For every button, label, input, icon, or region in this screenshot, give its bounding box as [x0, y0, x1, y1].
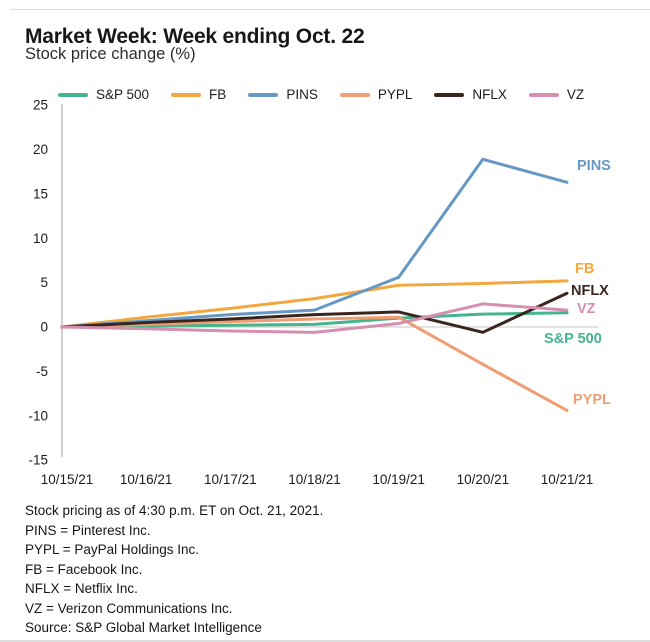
footnote-source: Source: S&P Global Market Intelligence — [25, 620, 262, 635]
x-tick-label: 10/20/21 — [457, 472, 510, 487]
legend-label-nflx: NFLX — [472, 87, 507, 102]
legend-swatch-s-p-500 — [58, 92, 88, 97]
series-end-label-pins: PINS — [577, 158, 611, 174]
legend-label-s-p-500: S&P 500 — [96, 87, 150, 102]
series-end-label-vz: VZ — [577, 301, 596, 317]
y-tick-label: 20 — [33, 142, 48, 157]
series-end-label-s-p-500: S&P 500 — [544, 331, 602, 347]
y-tick-label: 0 — [40, 320, 48, 335]
chart-footnotes: Stock pricing as of 4:30 p.m. ET on Oct.… — [25, 501, 323, 638]
footnote-fb-definition: FB = Facebook Inc. — [25, 561, 143, 577]
series-line-pins — [60, 157, 569, 329]
chart-title: Market Week: Week ending Oct. 22 — [25, 25, 365, 49]
legend-item-nflx: NFLX — [434, 87, 507, 102]
chart-legend: S&P 500 FB PINS PYPL NFLX VZ — [58, 87, 584, 102]
footnote-pricing-asof: Stock pricing as of 4:30 p.m. ET on Oct.… — [25, 503, 324, 518]
legend-item-s-p-500: S&P 500 — [58, 87, 149, 102]
legend-swatch-fb — [171, 92, 202, 97]
footnote-pins-definition: PINS = Pinterest Inc. — [25, 522, 151, 538]
legend-item-pypl: PYPL — [339, 87, 413, 102]
series-line-s-p-500 — [60, 311, 569, 329]
x-tick-label: 10/19/21 — [372, 472, 425, 487]
x-tick-label: 10/21/21 — [541, 472, 594, 487]
x-tick-label: 10/18/21 — [288, 472, 341, 487]
footnote-pypl-definition: PYPL = PayPal Holdings Inc. — [25, 542, 199, 557]
footnote-nflx-definition: NFLX = Netflix Inc. — [25, 581, 138, 596]
y-tick-label: 15 — [33, 186, 48, 201]
x-tick-label: 10/16/21 — [120, 472, 173, 487]
legend-swatch-vz — [528, 92, 559, 97]
legend-item-vz: VZ — [528, 87, 585, 102]
legend-item-pins: PINS — [248, 87, 318, 102]
series-end-label-fb: FB — [575, 261, 594, 277]
y-tick-label: -10 — [28, 408, 48, 423]
legend-label-pins: PINS — [286, 87, 318, 102]
x-tick-label: 10/15/21 — [41, 472, 94, 487]
series-line-nflx — [60, 291, 569, 334]
series-line-fb — [60, 279, 569, 329]
legend-swatch-pins — [248, 92, 279, 97]
legend-label-fb: FB — [209, 87, 227, 102]
y-tick-label: 25 — [33, 98, 48, 113]
legend-label-pypl: PYPL — [377, 87, 413, 102]
top-divider — [10, 9, 650, 10]
series-end-label-pypl: PYPL — [573, 392, 611, 408]
y-tick-label: 10 — [33, 231, 48, 246]
y-tick-label: -15 — [28, 453, 48, 468]
y-tick-label: -5 — [36, 364, 48, 379]
bottom-divider — [0, 640, 650, 642]
legend-label-vz: VZ — [566, 87, 585, 102]
legend-swatch-pypl — [339, 92, 370, 97]
legend-swatch-nflx — [434, 92, 465, 97]
x-tick-label: 10/17/21 — [204, 472, 257, 487]
series-line-pypl — [60, 315, 569, 412]
series-end-label-nflx: NFLX — [571, 283, 609, 299]
chart-subtitle: Stock price change (%) — [25, 45, 196, 63]
footnote-vz-definition: VZ = Verizon Communications Inc. — [25, 600, 233, 616]
legend-item-fb: FB — [171, 87, 226, 102]
y-tick-label: 5 — [40, 275, 48, 290]
series-line-vz — [60, 302, 569, 334]
